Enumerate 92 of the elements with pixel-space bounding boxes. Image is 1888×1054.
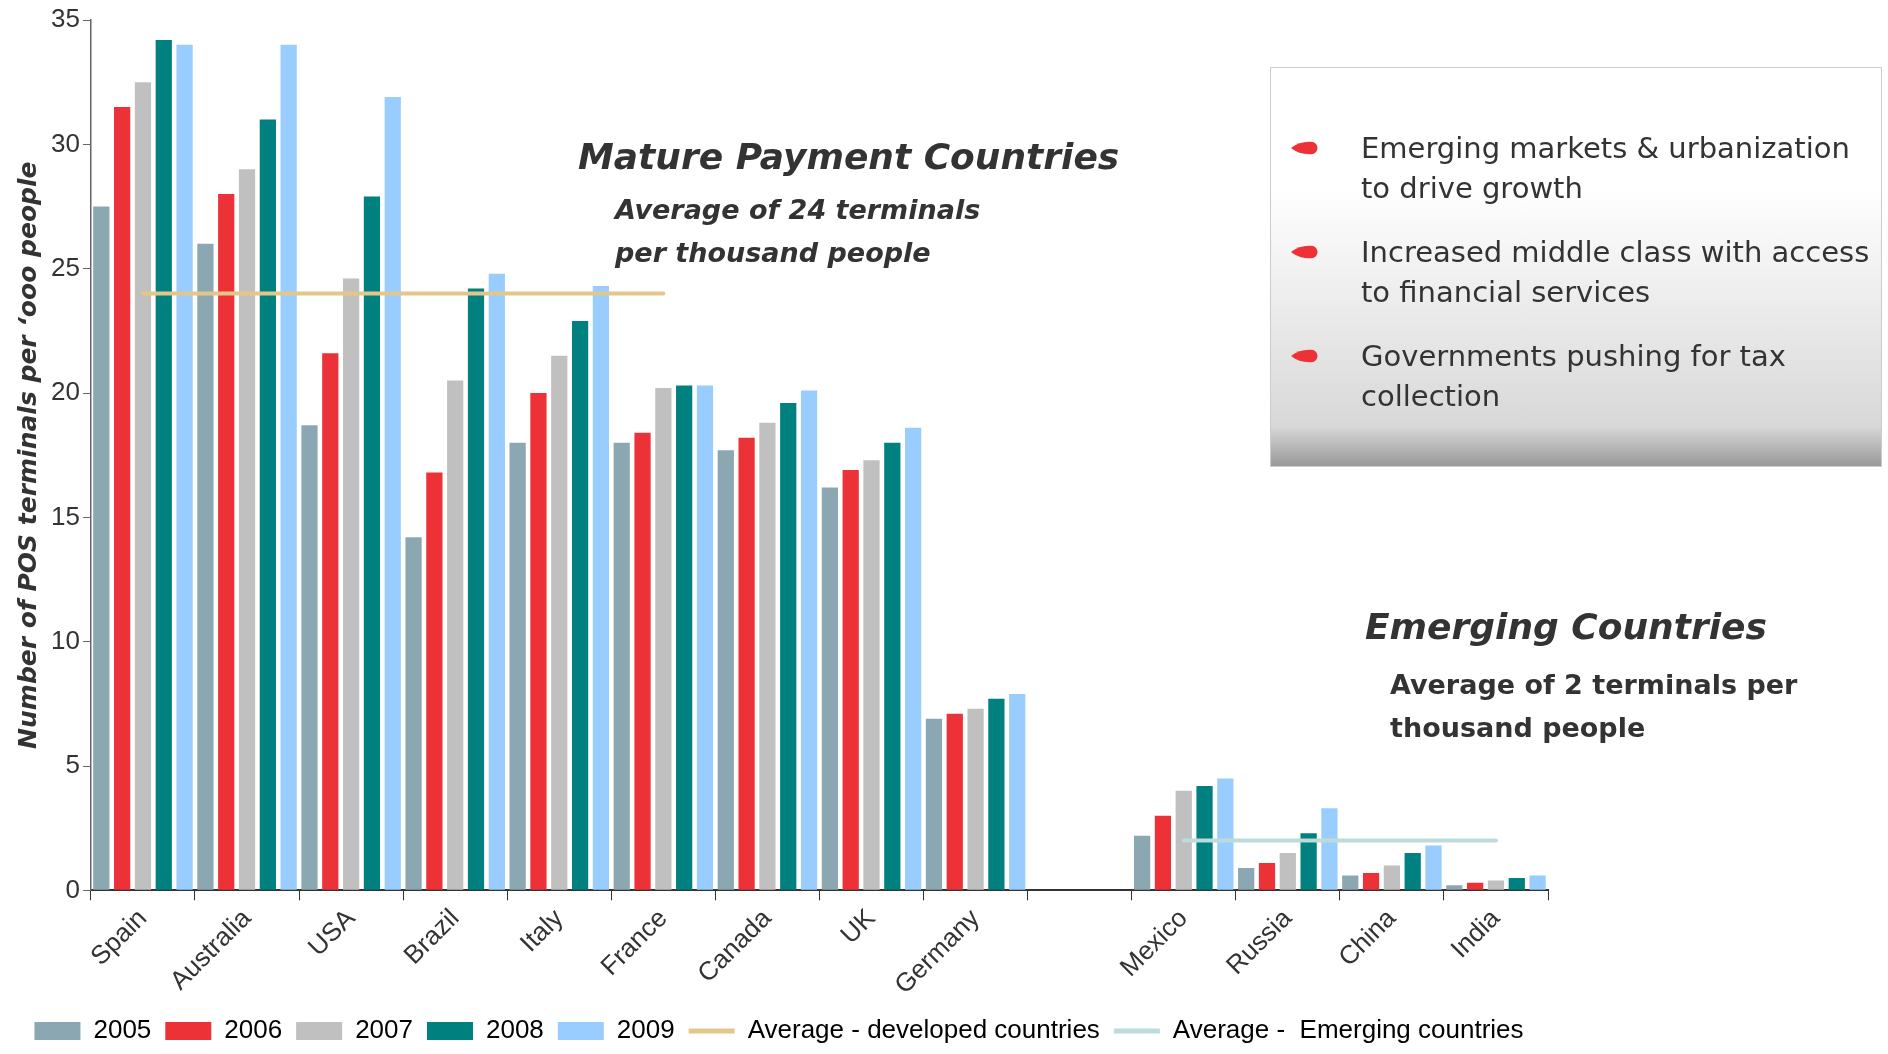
bar	[176, 44, 193, 890]
annotation: Emerging markets & urbanization to drive growth	[1361, 130, 1851, 207]
bar	[218, 194, 235, 890]
bar	[384, 97, 401, 890]
bar	[863, 460, 880, 890]
bar	[405, 537, 422, 890]
bar	[1467, 882, 1484, 890]
note-box: Emerging markets & urbanization to drive growth Increased middle class with access to financial services Governments pushing for tax collection	[1270, 67, 1882, 467]
annotation: Average of 24 terminals per thousand people	[615, 193, 982, 270]
y-tick-label: 15	[51, 500, 80, 531]
bar	[1321, 808, 1338, 890]
bar	[1196, 785, 1213, 890]
bar	[592, 286, 610, 890]
legend-label: 2007	[355, 1014, 413, 1045]
bar	[93, 206, 110, 890]
x-tick-label: Italy	[513, 902, 569, 958]
bar	[1383, 865, 1400, 890]
bar	[1133, 835, 1151, 890]
bar	[1446, 885, 1463, 890]
bar	[988, 698, 1005, 890]
bar	[780, 402, 797, 890]
bar	[1404, 853, 1421, 890]
bar	[1342, 875, 1359, 890]
bar	[571, 320, 589, 890]
bar	[509, 442, 526, 890]
bar	[530, 393, 547, 890]
bar	[259, 119, 276, 890]
bar	[946, 713, 963, 890]
bar	[197, 243, 214, 890]
y-tick-label: 30	[51, 127, 80, 158]
x-tick-label: UK	[834, 902, 882, 950]
bar	[1217, 778, 1234, 890]
y-tick-label: 25	[51, 251, 80, 282]
bar	[1279, 853, 1296, 890]
bar	[238, 169, 256, 890]
bar	[551, 355, 568, 890]
annotation: Increased middle class with access to financial services	[1361, 234, 1871, 311]
bar	[738, 437, 755, 890]
bar	[1362, 872, 1380, 890]
annotation: Emerging Countries	[1365, 605, 1767, 648]
bar	[1300, 833, 1317, 890]
legend-label: Average - developed countries	[747, 1014, 1100, 1045]
bar	[613, 442, 630, 890]
annotation: Mature Payment Countries	[578, 135, 1120, 178]
bar	[655, 388, 672, 890]
bar	[634, 432, 651, 890]
x-tick-label: USA	[301, 902, 361, 962]
y-tick-label: 35	[51, 3, 80, 34]
bar	[884, 442, 901, 890]
bar	[800, 390, 818, 890]
bar	[1175, 790, 1192, 890]
bar	[696, 385, 714, 890]
bar	[842, 470, 859, 890]
bar	[280, 44, 297, 890]
legend-label: 2009	[616, 1014, 675, 1045]
bar	[1487, 880, 1505, 890]
bar	[676, 385, 693, 890]
bar	[1425, 845, 1442, 890]
y-tick-label: 0	[65, 873, 80, 904]
bar	[1238, 867, 1255, 890]
bar	[1258, 862, 1276, 890]
bar	[363, 196, 381, 890]
bar	[717, 450, 734, 890]
bar	[322, 353, 339, 890]
bar	[967, 708, 984, 890]
bar	[905, 427, 922, 890]
bar	[134, 82, 152, 890]
bar	[343, 278, 360, 890]
legend-label: 2008	[485, 1014, 544, 1045]
bar	[1529, 875, 1546, 890]
bar	[155, 39, 172, 890]
y-tick-label: 5	[65, 749, 80, 780]
annotation: Average of 2 terminals per thousand people	[1390, 668, 1799, 745]
bar	[467, 288, 485, 890]
legend-label: 2006	[224, 1014, 283, 1045]
bar	[821, 487, 838, 890]
bar	[488, 273, 505, 890]
bar	[301, 425, 318, 890]
bar	[426, 472, 443, 890]
bar	[114, 107, 131, 890]
annotation: Governments pushing for tax collection	[1361, 338, 1787, 415]
bar	[925, 718, 943, 890]
legend-label: 2005	[93, 1014, 152, 1045]
bar	[447, 380, 464, 890]
y-axis-title: Number of POS terminals per ‘ooo people	[12, 161, 42, 749]
bar	[1508, 877, 1525, 890]
bar	[1154, 815, 1172, 890]
y-tick-label: 10	[51, 624, 80, 655]
y-tick-label: 20	[51, 376, 80, 407]
legend-label: Average - Emerging countries	[1172, 1014, 1524, 1045]
bar	[759, 422, 776, 890]
bar	[1009, 693, 1026, 890]
